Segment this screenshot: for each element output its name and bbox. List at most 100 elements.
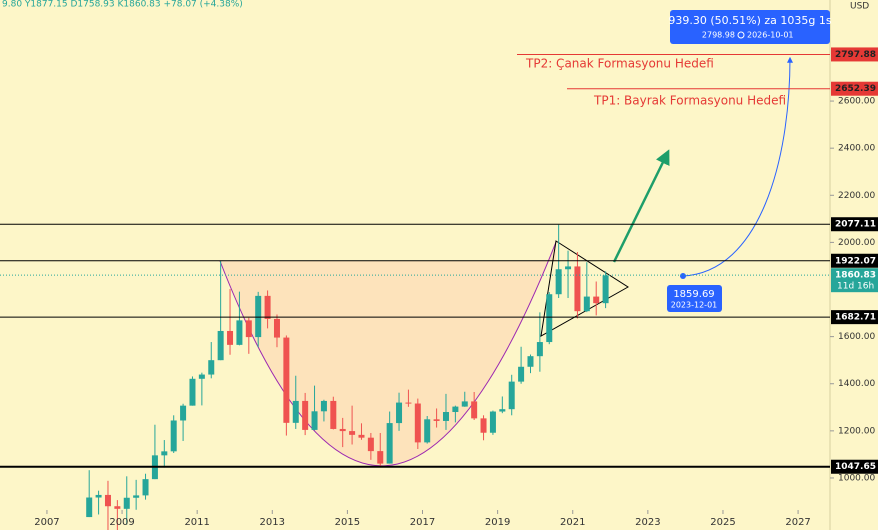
candle-body [414,403,421,443]
x-tick-label: 2011 [184,517,209,528]
y-tick-label: 1200.00 [838,426,875,436]
countdown: 11d 16h [837,282,874,292]
start-date: 2023-12-01 [671,301,718,310]
y-tick-label: 1000.00 [838,473,875,483]
current-price-box [831,268,878,293]
start-price: 1859.69 [673,289,714,300]
currency: USD [850,2,869,12]
candle-body [133,495,140,498]
candle-body [452,406,459,413]
candle-body [198,374,205,379]
candle-body [302,400,309,430]
x-tick-label: 2007 [34,517,59,528]
candle-body [208,360,215,375]
level-label-box [831,310,878,325]
candle-body [264,295,271,319]
candle-body [555,269,562,295]
candle-body [349,431,356,435]
candle-body [405,402,412,404]
level-label-box [831,81,878,96]
x-tick-label: 2027 [785,517,810,528]
x-tick-label: 2015 [335,517,360,528]
candle-body [480,418,487,433]
current-price-label: 1860.83 [835,271,876,281]
candle-body [433,419,440,421]
tp1-label: TP1: Bayrak Formasyonu Hedefi [593,94,786,108]
level-label-box [831,217,878,232]
candle-body [377,451,384,464]
start-box [667,285,722,312]
level-label: 2797.88 [835,50,876,60]
candle-body [339,428,346,432]
candle-body [283,337,290,423]
candle-body [583,296,590,312]
candle-body [358,434,365,438]
candle-body [386,423,393,464]
candle-body [245,320,252,338]
level-label-box [831,253,878,268]
candle-body [311,411,318,430]
candle-body [471,401,478,419]
candle-body [114,506,121,509]
y-tick-label: 2000.00 [838,238,875,248]
y-tick-label: 2200.00 [838,191,875,201]
flag-triangle [540,240,629,337]
candle-body [602,275,609,304]
candle-body [518,366,525,382]
candle-body [461,401,468,407]
candle-body [161,451,168,456]
candle-body [489,411,496,433]
candle-body [442,412,449,421]
candle-body [396,402,403,424]
candle-body [546,294,553,343]
measure-text: 939.30 (50.51%) za 1035g 1s [668,14,831,27]
projection-curve [682,56,793,277]
projection-start [680,273,686,279]
candle-body [593,296,600,304]
measure-box [670,10,830,44]
candle-body [104,494,111,507]
x-tick-label: 2023 [635,517,660,528]
level-label: 1047.65 [835,462,876,472]
x-tick-label: 2025 [710,517,735,528]
x-tick-label: 2009 [109,517,134,528]
tp2-label: TP2: Çanak Formasyonu Hedefi [525,57,714,71]
level-label: 2652.39 [835,84,876,94]
candle-body [574,266,581,312]
y-tick-label: 1600.00 [838,332,875,342]
y-tick-label: 2600.00 [838,97,875,107]
candle-body [508,381,515,410]
candle-body [527,356,534,367]
candle-body [330,400,337,429]
candle-body [189,378,196,406]
candle-body [499,409,506,412]
x-tick-label: 2017 [410,517,435,528]
level-label: 2077.11 [835,220,876,230]
y-tick-label: 1400.00 [838,379,875,389]
trend-arrow [612,149,670,263]
level-label-box [831,459,878,474]
cup-curve [219,241,557,467]
candle-body [255,295,262,338]
candle-body [565,266,572,270]
measure-price: 2798.98 [702,31,735,40]
candle-body [227,330,234,345]
candle-body [536,342,543,357]
candle-body [273,318,280,338]
clock-icon [737,31,745,39]
candle-body [180,405,187,421]
x-tick-label: 2021 [560,517,585,528]
candle-body [217,330,224,361]
candle-body [142,479,149,496]
candle-body [292,400,299,423]
candle-body [236,320,243,345]
y-tick-label: 2400.00 [838,144,875,154]
candle-body [320,400,327,412]
candle-body [170,420,177,452]
measure-date: 2026-10-01 [747,31,794,40]
level-label: 1682.71 [835,313,876,323]
x-tick-label: 2013 [260,517,285,528]
candle-body [367,437,374,452]
header: 9.80 Y1877.15 D1758.93 K1860.83 +78.07 (… [2,0,243,10]
